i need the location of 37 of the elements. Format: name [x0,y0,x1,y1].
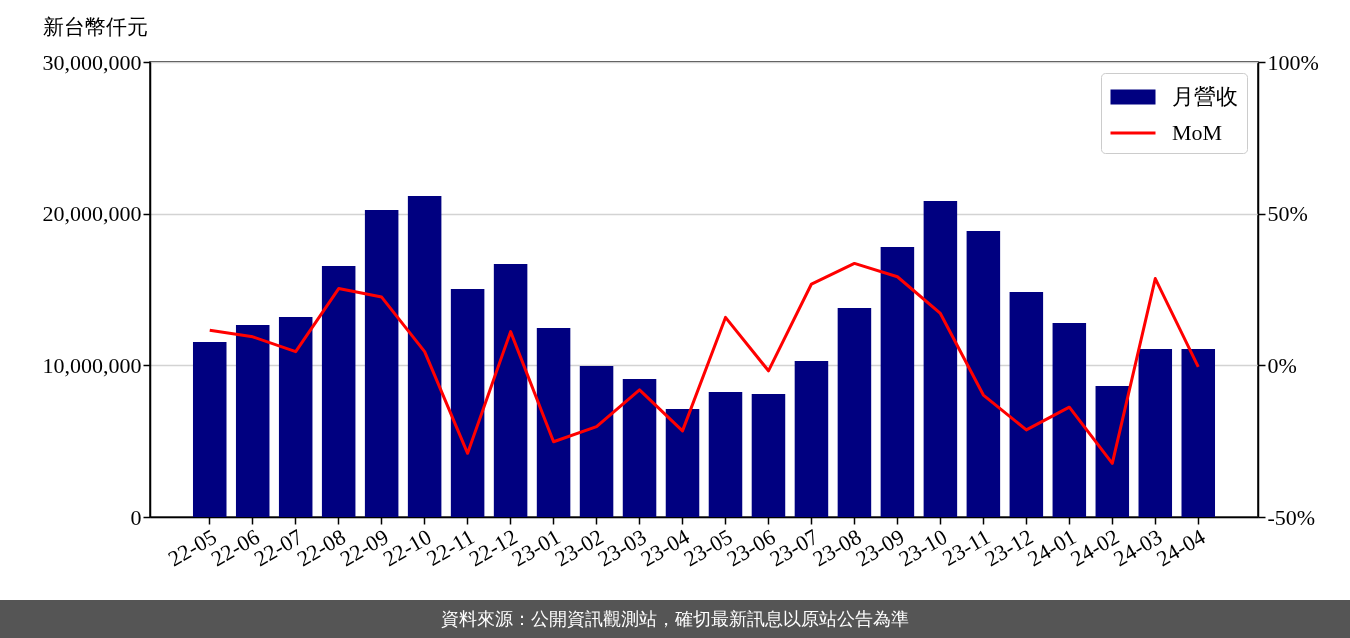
bar [450,289,485,517]
bar [1052,323,1087,517]
line-series [208,261,1200,465]
bar [1138,348,1173,517]
bar [794,360,829,517]
bar [966,230,1001,517]
source-note: 資料來源：公開資訊觀測站，確切最新訊息以原站公告為準 [441,607,909,631]
legend-label: 月營收 [1172,84,1238,109]
bar [536,328,571,517]
bar [837,308,872,517]
bar [493,264,528,517]
y-tick-label: 0 [130,504,142,530]
y2-tick-label: -50% [1267,504,1316,530]
bar [622,378,657,517]
bar [1095,385,1130,517]
bar [579,365,614,517]
bar [665,409,700,517]
bar [235,324,270,517]
y-tick-label: 20,000,000 [42,201,142,227]
legend-label: MoM [1172,120,1223,145]
y2-tick-label: 100% [1267,49,1319,75]
bar [278,316,313,517]
y2-tick-label: 50% [1267,201,1308,227]
bar [1181,348,1216,517]
bar [1009,291,1044,517]
bar [364,210,399,517]
bar [192,341,227,517]
y-tick-label: 30,000,000 [42,49,142,75]
bar [321,265,356,517]
bar [880,247,915,517]
bar [708,392,743,517]
y-axis-title: 新台幣仟元 [43,14,148,39]
y2-tick-label: 0% [1267,352,1297,378]
bar [751,394,786,517]
bar [923,200,958,517]
y-tick-label: 10,000,000 [42,352,142,378]
bar [407,196,442,517]
